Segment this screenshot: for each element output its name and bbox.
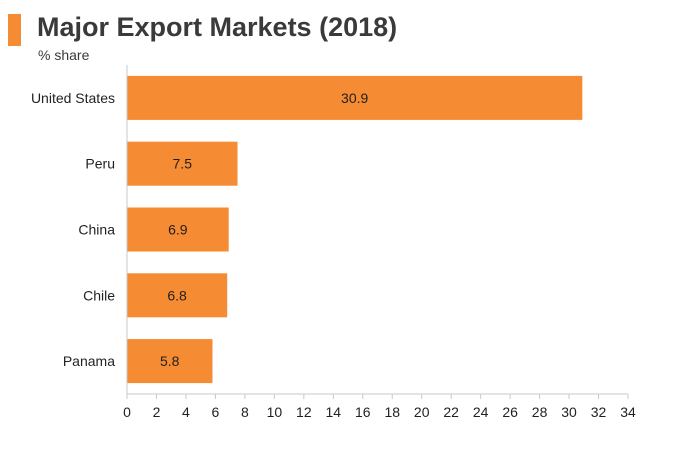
x-tick-label-3: 6 xyxy=(212,404,220,420)
axis-layer xyxy=(126,65,629,399)
x-tick-label-13: 26 xyxy=(502,404,518,420)
bar-3 xyxy=(127,273,228,318)
x-tick-label-14: 28 xyxy=(532,404,548,420)
category-label-1: Peru xyxy=(85,156,115,172)
x-tick-label-4: 8 xyxy=(241,404,249,420)
x-tick-label-12: 24 xyxy=(473,404,489,420)
x-tick-label-6: 12 xyxy=(296,404,312,420)
chart-title: Major Export Markets (2018) xyxy=(37,12,398,42)
x-tick-label-10: 20 xyxy=(414,404,430,420)
data-label-3: 6.8 xyxy=(167,287,187,303)
labels-layer: United States 30.9 Peru 7.5 China 6.9 Chile 6.8… xyxy=(31,90,636,420)
category-label-0: United States xyxy=(31,90,115,106)
data-label-4: 5.8 xyxy=(160,353,180,369)
category-label-2: China xyxy=(78,222,115,238)
bar-1 xyxy=(127,141,238,186)
category-label-3: Chile xyxy=(83,287,115,303)
x-tick-label-11: 22 xyxy=(443,404,459,420)
bars-layer xyxy=(127,75,583,384)
x-tick-label-2: 4 xyxy=(182,404,190,420)
x-tick-label-16: 32 xyxy=(591,404,607,420)
data-label-1: 7.5 xyxy=(173,156,193,172)
x-tick-label-7: 14 xyxy=(326,404,342,420)
bar-4 xyxy=(127,339,213,384)
x-tick-label-0: 0 xyxy=(123,404,131,420)
title-accent-bar xyxy=(8,14,21,46)
data-label-0: 30.9 xyxy=(341,90,368,106)
x-tick-label-5: 10 xyxy=(267,404,283,420)
x-tick-label-17: 34 xyxy=(620,404,636,420)
bar-0 xyxy=(127,75,583,120)
x-tick-label-1: 2 xyxy=(153,404,161,420)
x-tick-label-8: 16 xyxy=(355,404,371,420)
bar-2 xyxy=(127,207,229,252)
chart-subtitle: % share xyxy=(38,47,90,63)
x-tick-label-15: 30 xyxy=(561,404,577,420)
x-tick-label-9: 18 xyxy=(384,404,400,420)
category-label-4: Panama xyxy=(63,353,115,369)
data-label-2: 6.9 xyxy=(168,222,188,238)
